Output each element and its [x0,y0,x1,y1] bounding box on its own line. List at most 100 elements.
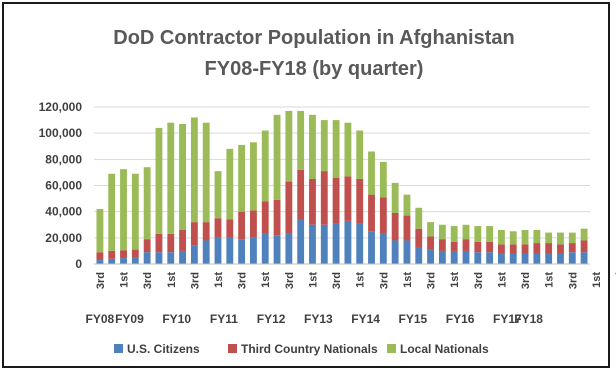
bar-segment-third-country-nationals [167,233,175,253]
bar-segment-u-s-citizens [474,252,482,264]
bar-segment-local-nationals [261,130,269,202]
bar-segment-u-s-citizens [391,240,399,264]
bar-segment-u-s-citizens [403,240,411,264]
bar-segment-third-country-nationals [568,243,576,253]
legend-label: Third Country Nationals [241,342,378,356]
fiscal-year-label: FY18 [514,312,543,326]
bar-segment-local-nationals [533,229,541,244]
bar-segment-u-s-citizens [214,237,222,264]
bar-segment-u-s-citizens [509,253,517,264]
bar-segment-u-s-citizens [580,252,588,264]
legend-item: Third Country Nationals [228,342,378,356]
bar-segment-u-s-citizens [297,219,305,264]
chart-title: DoD Contractor Population in Afghanistan [113,27,514,49]
bar-segment-u-s-citizens [202,240,210,264]
legend-swatch [114,344,123,353]
bar-segment-u-s-citizens [96,260,104,264]
bar-segment-local-nationals [190,117,198,223]
bar-segment-third-country-nationals [486,241,494,253]
legend-swatch [387,344,396,353]
bar-segment-u-s-citizens [143,252,151,264]
bar-segment-third-country-nationals [450,241,458,251]
bar-segment-local-nationals [167,122,175,234]
bar-segment-local-nationals [462,224,470,240]
bar-segment-u-s-citizens [521,253,529,264]
bar-segment-third-country-nationals [285,181,293,234]
bar-segment-u-s-citizens [368,231,375,264]
bar-segment-local-nationals [509,231,517,245]
fiscal-year-label: FY17 [493,312,522,326]
bar-segment-u-s-citizens [226,237,234,264]
y-tick-label: 80,000 [45,152,82,166]
bar-segment-local-nationals [202,122,210,223]
bar-segment-u-s-citizens [568,252,576,264]
bar-segment-local-nationals [131,173,139,250]
bar-segment-u-s-citizens [450,250,458,264]
bar-segment-local-nationals [285,110,293,182]
bar-segment-local-nationals [498,229,505,245]
bar-segment-third-country-nationals [521,244,529,254]
bar-segment-third-country-nationals [250,210,257,238]
x-tick-label: 3rd [189,272,201,289]
bar-segment-local-nationals [474,226,482,242]
x-tick-label: 1st [307,272,319,288]
bar-segment-third-country-nationals [202,222,210,241]
x-tick-label: 1st [591,272,603,288]
legend-label: Local Nationals [400,342,489,356]
bar-segment-local-nationals [344,122,352,177]
bar-segment-local-nationals [545,232,553,244]
bar-segment-third-country-nationals [120,250,127,259]
bars [96,110,588,264]
bar-segment-u-s-citizens [179,250,186,264]
bar-segment-u-s-citizens [273,235,281,264]
x-tick-label: 1st [496,272,508,288]
x-tick-label: 3rd [378,272,390,289]
x-tick-label: 3rd [567,272,579,289]
bar-segment-u-s-citizens [427,249,434,264]
y-tick-label: 100,000 [39,126,83,140]
bar-segment-third-country-nationals [509,244,517,254]
bar-segment-u-s-citizens [332,223,340,264]
bar-segment-local-nationals [155,127,163,234]
x-tick-label: 3rd [331,272,343,289]
bar-segment-third-country-nationals [438,239,446,251]
bar-segment-local-nationals [486,226,494,242]
bar-segment-u-s-citizens [415,246,423,264]
bar-segment-third-country-nationals [344,176,352,221]
bar-segment-local-nationals [250,142,257,211]
fiscal-year-label: FY16 [446,312,475,326]
y-tick-label: 40,000 [45,205,82,219]
x-tick-label: 3rd [95,272,107,289]
fiscal-year-label: FY14 [351,312,380,326]
bar-segment-third-country-nationals [545,243,553,254]
bar-segment-third-country-nationals [273,199,281,236]
fiscal-year-label: FY11 [210,312,238,326]
bar-segment-third-country-nationals [143,239,151,253]
x-tick-label: 3rd [237,272,249,289]
bar-segment-third-country-nationals [391,212,399,241]
y-tick-label: 120,000 [39,100,83,114]
bar-segment-u-s-citizens [498,253,505,264]
bar-segment-third-country-nationals [190,222,198,246]
bar-segment-third-country-nationals [297,169,305,220]
bar-segment-u-s-citizens [486,252,494,264]
bar-segment-u-s-citizens [344,220,352,264]
fiscal-year-label: FY08 [86,312,115,326]
x-tick-label: 1st [213,272,225,288]
bar-segment-local-nationals [214,171,222,219]
legend-item: U.S. Citizens [114,342,200,356]
y-tick-label: 20,000 [45,231,82,245]
bar-segment-third-country-nationals [238,211,246,240]
legend-item: Local Nationals [387,342,489,356]
bar-segment-local-nationals [356,130,364,179]
bar-segment-third-country-nationals [356,178,364,224]
bar-segment-u-s-citizens [167,252,175,264]
x-tick-label: 1st [166,272,178,288]
bar-segment-third-country-nationals [214,218,222,238]
bar-segment-local-nationals [320,120,328,172]
bar-segment-third-country-nationals [155,233,163,253]
x-axis: 3rd 1st 3rd 1st 3rd 1st 3rd 1st 3rd 1st 3rd 1st 3rd 1… [86,263,616,326]
bar-segment-local-nationals [96,209,104,253]
bar-segment-u-s-citizens [238,239,246,264]
bar-segment-local-nationals [120,169,127,251]
